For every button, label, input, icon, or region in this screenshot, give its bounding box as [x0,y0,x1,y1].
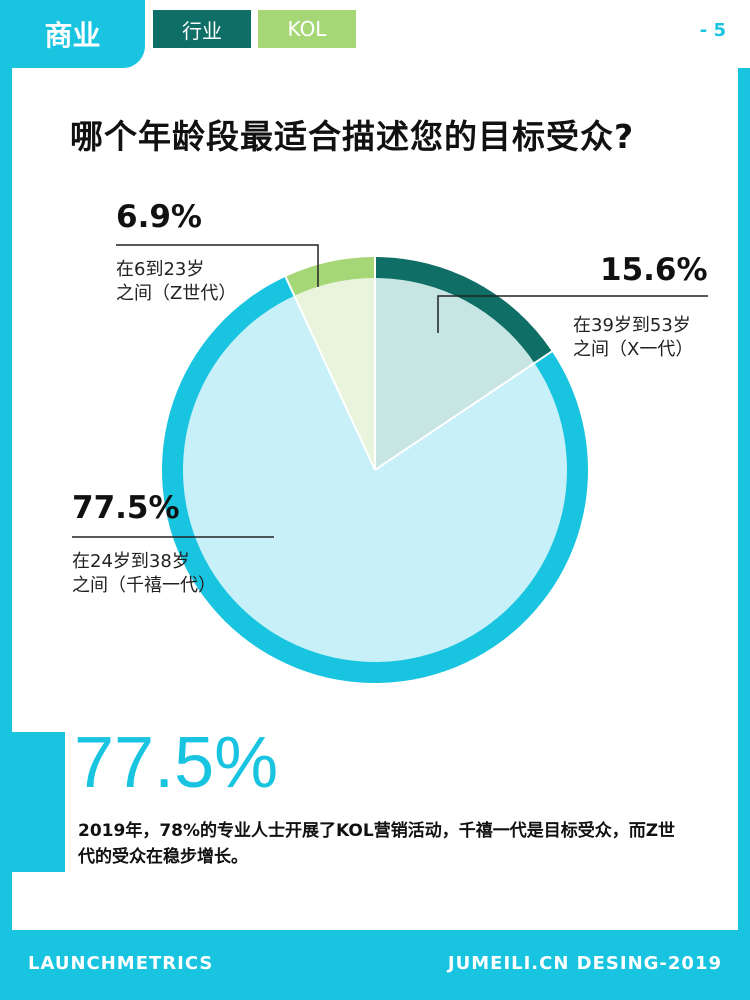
leader-line-x-gen [437,295,708,333]
pct-label-z-gen: 6.9% [116,199,202,235]
slice-millennial [182,295,567,663]
desc-x-gen: 在39岁到53岁 之间（X一代） [573,314,693,362]
pct-label-millennial: 77.5% [72,490,180,526]
slice-z-gen [294,278,375,470]
desc-x-gen-line2: 之间（X一代） [573,339,694,360]
page-number: - 5 [699,20,726,41]
top-bar: 商业 行业 KOL - 5 [0,0,750,68]
desc-millennial-line2: 之间（千禧一代） [72,575,216,596]
tab-business[interactable]: 商业 [0,0,145,68]
footer-brand: LAUNCHMETRICS [28,953,214,974]
slice-separator [374,349,554,471]
slice-x-gen [375,278,535,470]
highlight-bar [0,732,65,872]
desc-z-gen-line1: 在6到23岁 [116,259,205,280]
highlight-percentage: 77.5% [74,723,279,803]
tab-industry[interactable]: 行业 [153,10,251,48]
leader-line-z-gen [116,244,319,287]
tab-kol[interactable]: KOL [258,10,356,48]
desc-z-gen-line2: 之间（Z世代） [116,283,237,304]
slice-separator [284,275,376,471]
footer-credit: JUMEILI.CN DESING-2019 [447,953,722,974]
pct-label-x-gen: 15.6% [600,252,708,288]
desc-z-gen: 在6到23岁 之间（Z世代） [116,258,236,306]
chart-title: 哪个年龄段最适合描述您的目标受众? [70,117,635,156]
desc-millennial-line1: 在24岁到38岁 [72,551,190,572]
highlight-note: 2019年，78%的专业人士开展了KOL营销活动，千禧一代是目标受众，而Z世代的… [78,821,676,867]
desc-millennial: 在24岁到38岁 之间（千禧一代） [72,550,216,598]
desc-x-gen-line1: 在39岁到53岁 [573,315,691,336]
